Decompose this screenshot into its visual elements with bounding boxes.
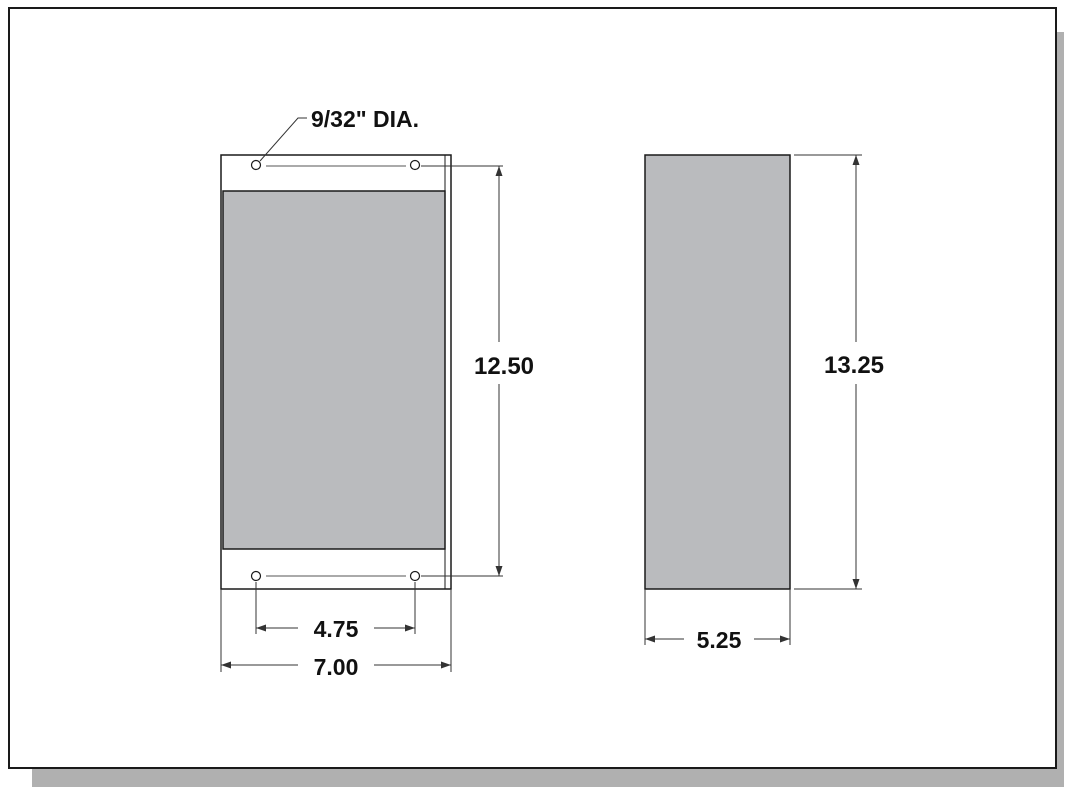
side-view: 13.25 5.25 xyxy=(644,154,884,653)
hole-callout-leader xyxy=(259,117,307,162)
depth-dimension-label: 5.25 xyxy=(697,627,742,653)
mounting-hole-bottom-left xyxy=(250,570,262,582)
arrowhead-up xyxy=(495,166,503,176)
arrowhead-up xyxy=(852,155,860,165)
mounting-hole-top-left xyxy=(250,159,262,171)
front-view: 9/32" DIA. 12.50 4.75 7.00 xyxy=(220,106,534,680)
side-enclosure-panel xyxy=(644,154,791,590)
width-dimension-label: 7.00 xyxy=(314,654,359,680)
hole-callout-label: 9/32" DIA. xyxy=(311,106,419,132)
height-dimension-label: 12.50 xyxy=(474,353,534,380)
drawing-frame xyxy=(8,7,1057,769)
side-height-label: 13.25 xyxy=(824,352,884,379)
arrowhead-left xyxy=(256,624,266,632)
mounting-hole-bottom-right xyxy=(409,570,421,582)
arrowhead-down xyxy=(495,566,503,576)
arrowhead-right xyxy=(441,661,451,669)
arrowhead-right xyxy=(780,635,790,643)
hole-spacing-label: 4.75 xyxy=(314,616,359,642)
arrowhead-right xyxy=(405,624,415,632)
arrowhead-down xyxy=(852,579,860,589)
enclosure-panel xyxy=(222,190,446,550)
arrowhead-left xyxy=(645,635,655,643)
mounting-hole-top-right xyxy=(409,159,421,171)
arrowhead-left xyxy=(221,661,231,669)
